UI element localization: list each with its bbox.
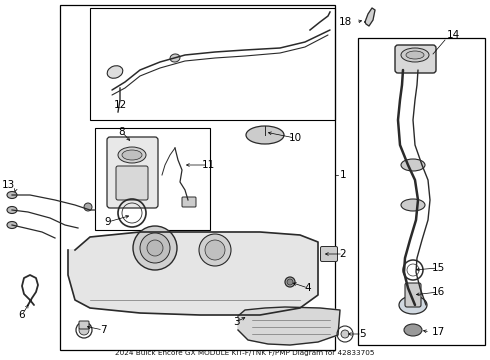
Circle shape xyxy=(79,325,89,335)
FancyBboxPatch shape xyxy=(107,137,158,208)
Ellipse shape xyxy=(7,221,17,229)
FancyBboxPatch shape xyxy=(405,283,421,307)
FancyBboxPatch shape xyxy=(320,247,338,261)
FancyBboxPatch shape xyxy=(79,321,89,329)
Text: 13: 13 xyxy=(1,180,15,190)
Circle shape xyxy=(147,240,163,256)
Ellipse shape xyxy=(122,150,142,160)
Circle shape xyxy=(341,330,349,338)
Ellipse shape xyxy=(118,147,146,163)
Text: 1: 1 xyxy=(340,170,346,180)
Polygon shape xyxy=(68,232,318,315)
Bar xyxy=(90,8,335,120)
Ellipse shape xyxy=(170,54,180,62)
Circle shape xyxy=(285,277,295,287)
Bar xyxy=(95,128,210,230)
Ellipse shape xyxy=(107,66,123,78)
Text: 9: 9 xyxy=(105,217,111,227)
Polygon shape xyxy=(365,8,375,26)
Text: 17: 17 xyxy=(432,327,445,337)
Polygon shape xyxy=(238,307,340,345)
Ellipse shape xyxy=(404,324,422,336)
Bar xyxy=(358,38,485,345)
FancyBboxPatch shape xyxy=(116,166,148,200)
Text: 16: 16 xyxy=(431,287,444,297)
Ellipse shape xyxy=(399,296,427,314)
Text: 14: 14 xyxy=(447,30,460,40)
Text: 4: 4 xyxy=(305,283,311,293)
Ellipse shape xyxy=(406,51,424,59)
Ellipse shape xyxy=(246,126,284,144)
Ellipse shape xyxy=(401,199,425,211)
Text: 18: 18 xyxy=(339,17,352,27)
Text: 12: 12 xyxy=(113,100,126,110)
FancyBboxPatch shape xyxy=(395,45,436,73)
Ellipse shape xyxy=(401,48,429,62)
Text: 5: 5 xyxy=(359,329,366,339)
Text: 15: 15 xyxy=(431,263,444,273)
Text: 3: 3 xyxy=(233,317,239,327)
Text: 11: 11 xyxy=(201,160,215,170)
Circle shape xyxy=(133,226,177,270)
Circle shape xyxy=(84,203,92,211)
Ellipse shape xyxy=(7,207,17,213)
Bar xyxy=(60,5,335,350)
Text: 2: 2 xyxy=(340,249,346,259)
Text: 10: 10 xyxy=(289,133,301,143)
Text: 8: 8 xyxy=(119,127,125,137)
Text: 6: 6 xyxy=(19,310,25,320)
Ellipse shape xyxy=(401,159,425,171)
Circle shape xyxy=(140,233,170,263)
Text: 2024 Buick Encore GX MODULE KIT-F/TNK F/PMP Diagram for 42833705: 2024 Buick Encore GX MODULE KIT-F/TNK F/… xyxy=(115,350,375,356)
FancyBboxPatch shape xyxy=(182,197,196,207)
Ellipse shape xyxy=(7,192,17,198)
Circle shape xyxy=(287,279,293,285)
Circle shape xyxy=(199,234,231,266)
Circle shape xyxy=(205,240,225,260)
Text: 7: 7 xyxy=(99,325,106,335)
